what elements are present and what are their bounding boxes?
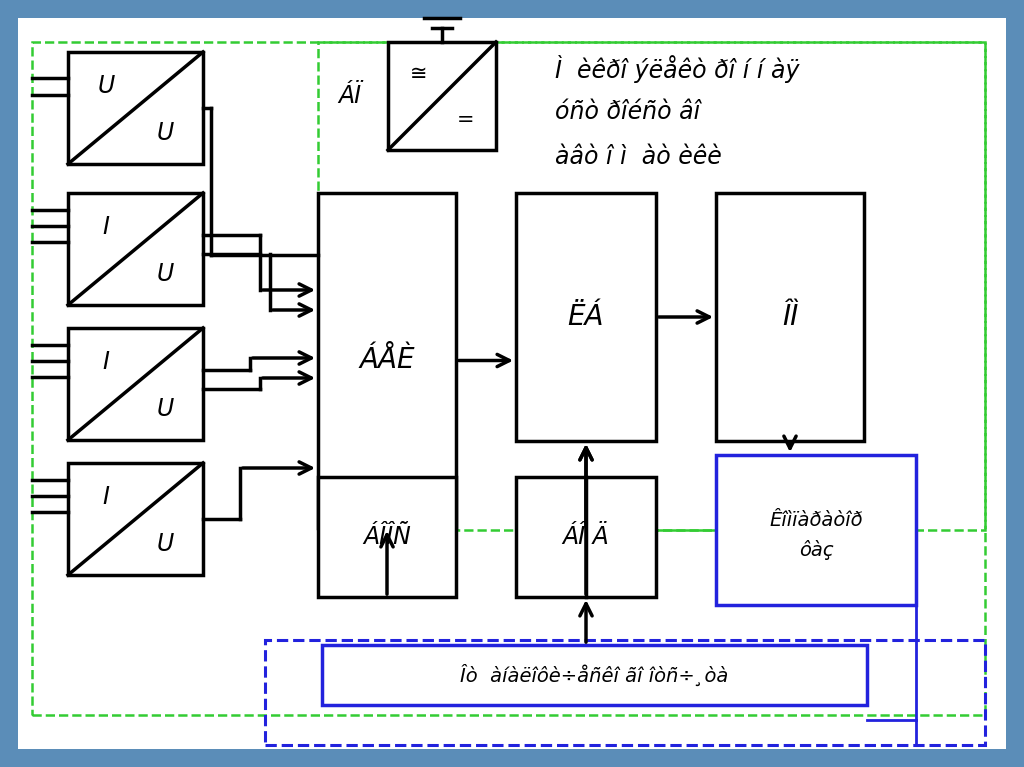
Bar [318, 193, 456, 528]
Text: ≅: ≅ [410, 64, 427, 84]
Text: ÁÏ: ÁÏ [339, 84, 361, 108]
Text: U: U [157, 120, 174, 145]
Text: U: U [157, 532, 174, 555]
Text: U: U [157, 262, 174, 285]
Text: Îò  àíàëîôè÷åñêî ãî îòñ÷¸òà: Îò àíàëîôè÷åñêî ãî îòñ÷¸òà [461, 664, 729, 686]
Text: àâò î ì  àò èêè: àâò î ì àò èêè [555, 145, 722, 169]
Bar [265, 640, 985, 745]
Text: Êîìïàðàòîð: Êîìïàðàòîð [769, 511, 863, 529]
Bar [68, 52, 203, 164]
Text: I: I [102, 485, 110, 509]
Text: I: I [102, 215, 110, 239]
Text: ÎÌ: ÎÌ [782, 303, 798, 331]
Text: U: U [157, 397, 174, 420]
Text: ÁÎÎÑ: ÁÎÎÑ [364, 525, 411, 549]
Text: Ì  èêðî ýëåêò ðî í í àÿ: Ì èêðî ýëåêò ðî í í àÿ [555, 55, 800, 83]
Bar [516, 477, 656, 597]
Text: óñò ðîéñò âî: óñò ðîéñò âî [555, 100, 700, 124]
Bar [318, 477, 456, 597]
Bar [68, 193, 203, 305]
Text: I: I [102, 350, 110, 374]
Bar [68, 328, 203, 440]
Text: ÁÅÈ: ÁÅÈ [359, 347, 415, 374]
Bar [318, 42, 985, 530]
Bar [322, 645, 867, 705]
Text: =: = [457, 110, 474, 130]
Bar [32, 42, 985, 715]
Text: ôàç: ôàç [799, 540, 834, 560]
Text: ËÁ: ËÁ [567, 303, 604, 331]
Bar [716, 193, 864, 441]
Bar [516, 193, 656, 441]
Bar [68, 463, 203, 575]
Text: U: U [97, 74, 115, 97]
Bar [388, 42, 496, 150]
Text: ÁÎ Ä: ÁÎ Ä [562, 525, 609, 549]
Bar [716, 455, 916, 605]
